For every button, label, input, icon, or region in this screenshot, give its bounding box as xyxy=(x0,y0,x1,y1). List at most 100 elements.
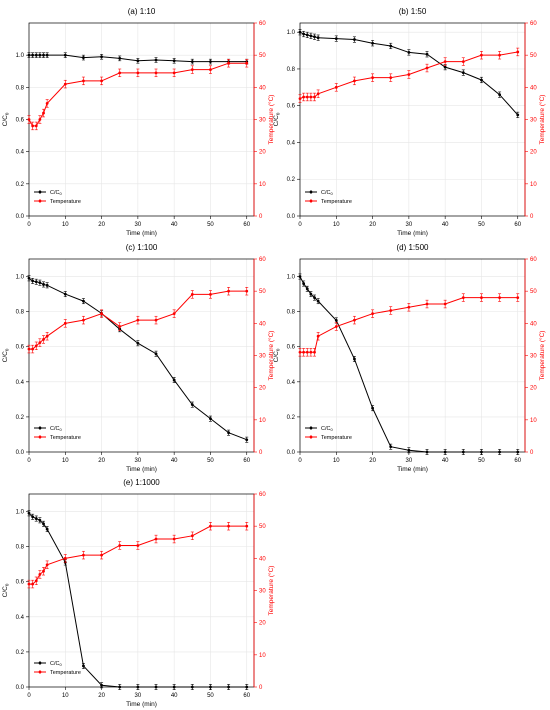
data-point xyxy=(371,76,374,80)
data-point xyxy=(38,573,42,576)
x-tick-label: 0 xyxy=(27,458,31,464)
data-point xyxy=(34,53,38,57)
data-point xyxy=(480,296,483,299)
plot-frame xyxy=(28,493,255,688)
y-tick-label: 0.0 xyxy=(16,214,25,220)
data-point xyxy=(42,522,45,526)
data-point xyxy=(82,79,85,83)
data-point xyxy=(82,299,85,303)
data-point xyxy=(154,318,158,322)
legend-marker xyxy=(309,435,313,439)
data-point xyxy=(316,92,320,96)
x-tick-label: 0 xyxy=(298,222,302,228)
data-point xyxy=(63,53,67,57)
x-tick-label: 40 xyxy=(442,222,449,228)
y-tick-label: 0.6 xyxy=(287,345,296,351)
y-axis-label: C/C0 xyxy=(273,112,281,126)
data-point xyxy=(42,338,45,341)
y-tick-label: 0.0 xyxy=(287,450,296,456)
y-axis-label-subscript: 0 xyxy=(5,583,10,586)
data-point xyxy=(407,305,411,309)
data-point xyxy=(190,685,194,689)
data-point xyxy=(480,450,483,454)
x-axis-label: Time (min) xyxy=(126,466,157,473)
y-tick-label: 0.2 xyxy=(287,415,296,421)
y-tick-label: 1.0 xyxy=(287,30,296,36)
data-point xyxy=(302,282,306,285)
data-point xyxy=(172,312,176,316)
legend-label: C/C0 xyxy=(50,190,62,196)
data-point xyxy=(443,60,447,63)
y-tick-label: 1.0 xyxy=(16,53,25,59)
y-tick-label: 0.4 xyxy=(16,150,25,156)
data-point xyxy=(136,341,140,345)
x-tick-label: 40 xyxy=(171,693,178,699)
y-tick-label: 0.4 xyxy=(16,380,25,386)
y-axis-label-subscript: 0 xyxy=(276,112,281,115)
chart-title: (b) 1:50 xyxy=(399,7,427,16)
data-point xyxy=(45,334,49,338)
legend-marker xyxy=(38,661,42,665)
data-point xyxy=(31,347,35,351)
legend-marker xyxy=(38,435,42,439)
y-tick-label: 0.0 xyxy=(16,450,25,456)
x-tick-label: 0 xyxy=(298,458,302,464)
data-point xyxy=(154,685,158,689)
chart-panel-4: (d) 1:500 0 10 20 30 40 50 60 Time (min) 0.0 0.2 0.… xyxy=(273,243,546,473)
legend-marker xyxy=(309,199,313,203)
data-point xyxy=(245,524,249,528)
data-point xyxy=(100,55,103,59)
data-point xyxy=(45,563,49,567)
y-axis-label: C/C0 xyxy=(2,112,10,126)
data-point xyxy=(316,299,320,303)
data-point xyxy=(118,325,122,328)
y2-tick-label: 0 xyxy=(259,214,263,220)
data-point xyxy=(154,537,158,541)
data-point xyxy=(334,37,338,41)
legend-label: Temperature xyxy=(50,670,81,676)
y-axis-label: C/C0 xyxy=(2,348,10,362)
legend-label: Temperature xyxy=(321,199,352,205)
data-point xyxy=(172,685,176,689)
x-tick-label: 30 xyxy=(135,458,142,464)
data-point xyxy=(498,53,501,57)
data-point xyxy=(298,30,302,34)
data-point xyxy=(82,664,85,668)
data-point xyxy=(31,279,35,283)
data-point xyxy=(425,66,429,70)
x-tick-label: 40 xyxy=(171,458,178,464)
data-point xyxy=(245,438,249,442)
data-point xyxy=(38,341,42,345)
data-point xyxy=(38,118,42,121)
data-point xyxy=(190,68,194,72)
plot-frame xyxy=(28,258,255,453)
data-point xyxy=(118,544,122,547)
y-tick-label: 0.8 xyxy=(287,310,296,316)
y2-tick-label: 40 xyxy=(259,556,266,562)
legend-marker xyxy=(38,426,42,430)
y-tick-label: 0.4 xyxy=(287,380,296,386)
x-tick-label: 50 xyxy=(478,222,485,228)
y-tick-label: 0.6 xyxy=(16,118,25,124)
y2-tick-label: 20 xyxy=(259,621,266,627)
data-point xyxy=(313,95,316,99)
x-tick-label: 50 xyxy=(207,693,214,699)
y-tick-label: 0.0 xyxy=(287,214,296,220)
y2-tick-label: 60 xyxy=(259,21,266,27)
data-point xyxy=(309,95,313,99)
y-axis-label-subscript: 0 xyxy=(5,112,10,115)
y-tick-label: 0.4 xyxy=(16,615,25,621)
y-tick-label: 1.0 xyxy=(287,275,296,281)
data-point xyxy=(227,431,230,435)
legend-marker xyxy=(38,190,42,194)
data-point xyxy=(443,450,447,454)
legend-marker xyxy=(38,670,42,674)
data-point xyxy=(371,312,374,316)
data-point xyxy=(313,35,316,39)
data-point xyxy=(31,582,35,586)
data-point xyxy=(45,102,49,105)
data-point xyxy=(425,450,429,454)
data-point xyxy=(118,71,122,75)
y-tick-label: 0.0 xyxy=(16,685,25,691)
y2-tick-label: 40 xyxy=(530,85,537,91)
